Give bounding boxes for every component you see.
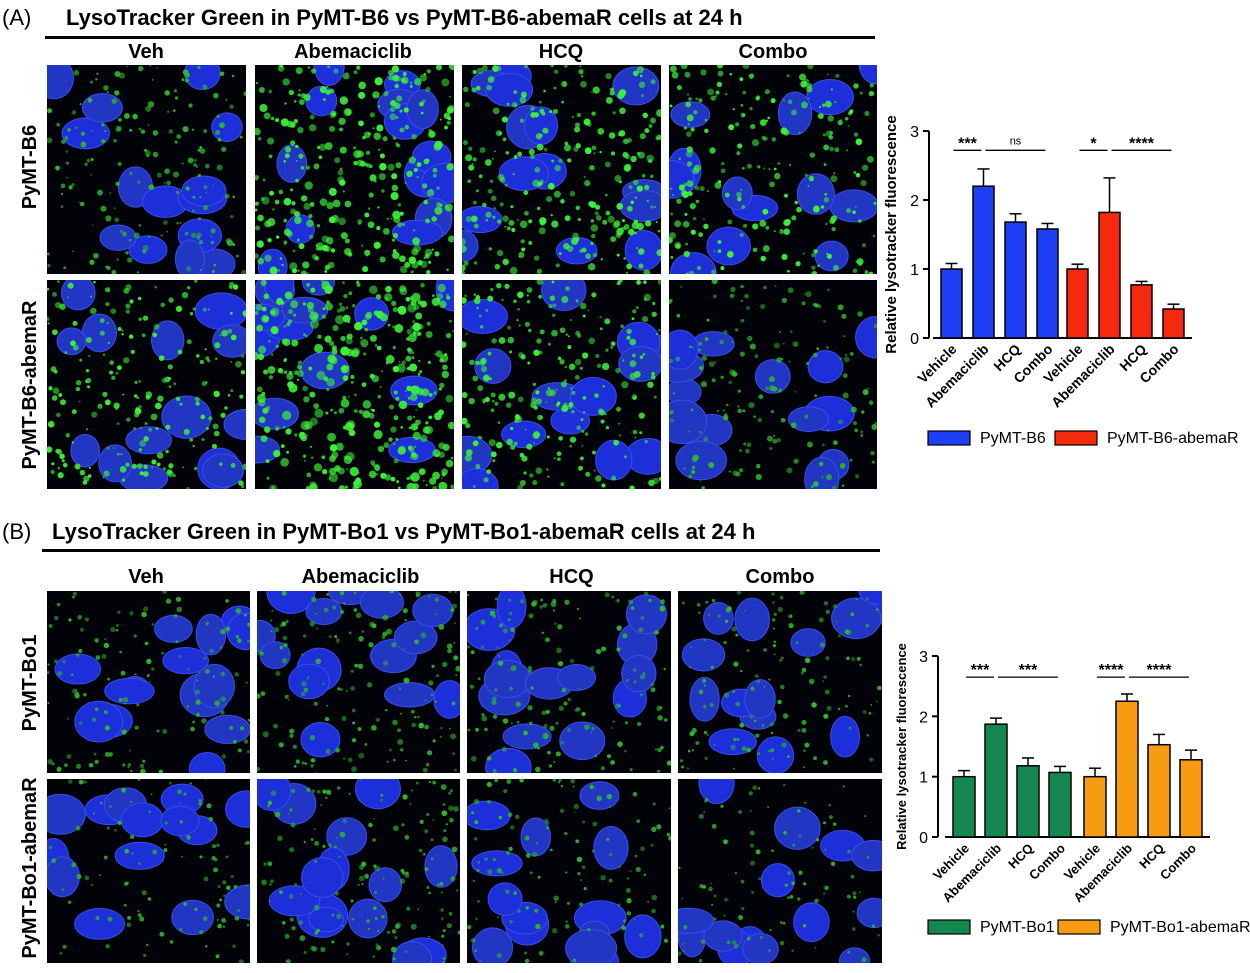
- micrograph-a-b6-veh: [47, 65, 246, 274]
- y-axis-label: Relative lysotracker fluorescence: [894, 643, 909, 850]
- bar: [1004, 221, 1027, 339]
- x-tick-label: Combo: [1157, 840, 1199, 882]
- panel-a-col-abemaciclib: Abemaciclib: [294, 41, 412, 63]
- legend-label: PyMT-B6-abemaR: [1107, 430, 1239, 447]
- panel-b-col-combo: Combo: [745, 566, 815, 588]
- significance-label: ***: [971, 662, 990, 679]
- micrograph-a-abemar-combo: [669, 280, 877, 489]
- bar: [1147, 743, 1171, 838]
- bar: [1036, 228, 1059, 339]
- panel-b-row-pymt-bo1: PyMT-Bo1: [19, 634, 41, 732]
- legend-label: PyMT-Bo1-abemaR: [1110, 919, 1250, 936]
- chart-b: 0 1 2 3 Relative lysotracker fluorescence Veh…: [890, 628, 1250, 963]
- micrograph-a-abemar-abemaciclib: [255, 280, 454, 489]
- y-tick-label: 1: [919, 770, 928, 787]
- panel-a-row-pymt-b6: PyMT-B6: [19, 124, 41, 210]
- significance-label: ****: [1129, 135, 1155, 152]
- bar: [1083, 775, 1107, 838]
- panel-b-label: (B): [2, 519, 32, 544]
- significance-label: ****: [1099, 662, 1125, 679]
- panel-a-col-hcq: HCQ: [538, 41, 584, 63]
- legend-label: PyMT-Bo1: [980, 919, 1055, 936]
- panel-a-label: (A): [2, 5, 32, 30]
- bar: [984, 723, 1008, 838]
- bar: [1016, 765, 1040, 838]
- legend-swatch: [1057, 919, 1101, 935]
- panel-b-row-pymt-bo1-abemar: PyMT-Bo1-abemaR: [19, 777, 41, 959]
- bar: [1098, 211, 1121, 339]
- y-tick-label: 0: [910, 331, 919, 348]
- panel-b-title: LysoTracker Green in PyMT-Bo1 vs PyMT-Bo…: [52, 519, 756, 544]
- micrograph-b-abemar-hcq: [467, 779, 671, 963]
- y-axis-label: Relative lysotracker fluorescence: [883, 115, 900, 353]
- y-tick-label: 0: [919, 830, 928, 847]
- panel-b-col-hcq: HCQ: [549, 566, 594, 588]
- significance-label: ****: [1147, 662, 1173, 679]
- panel-a-title-rule: [45, 36, 875, 39]
- y-tick-label: 3: [919, 649, 928, 666]
- bar: [1162, 308, 1185, 339]
- panel-b-title-rule: [42, 549, 880, 552]
- micrograph-b-abemar-veh: [47, 779, 250, 963]
- bar: [1066, 268, 1089, 339]
- chart-a: 0 1 2 3 Relative lysotracker fluorescence Veh…: [880, 95, 1240, 465]
- micrograph-b-bo1-combo: [678, 591, 882, 773]
- significance-label: *: [1090, 135, 1097, 152]
- micrograph-a-b6-combo: [669, 65, 877, 274]
- legend-swatch: [927, 430, 971, 446]
- bar: [940, 268, 963, 339]
- micrograph-b-bo1-abemaciclib: [257, 591, 460, 773]
- legend-swatch: [927, 919, 971, 935]
- panel-b-col-abemaciclib: Abemaciclib: [301, 566, 420, 588]
- micrograph-a-b6-hcq: [462, 65, 661, 274]
- micrograph-b-bo1-hcq: [467, 591, 671, 773]
- panel-a-col-veh: Veh: [128, 41, 164, 63]
- panel-a-col-combo: Combo: [738, 41, 808, 63]
- micrograph-a-abemar-veh: [47, 280, 246, 489]
- significance-label: ***: [1019, 662, 1038, 679]
- bar: [1048, 771, 1072, 838]
- y-tick-label: 3: [910, 124, 919, 141]
- micrograph-b-abemar-combo: [678, 779, 882, 963]
- micrograph-a-b6-abemaciclib: [255, 65, 454, 274]
- significance-label: ***: [958, 135, 977, 152]
- panel-b-col-veh: Veh: [128, 566, 164, 588]
- y-tick-label: 1: [910, 262, 919, 279]
- bar: [952, 775, 976, 838]
- y-tick-label: 2: [910, 193, 919, 210]
- significance-label: ns: [1010, 135, 1022, 147]
- bar: [1179, 759, 1203, 838]
- bar: [1130, 284, 1153, 339]
- y-tick-label: 2: [919, 709, 928, 726]
- panel-a-title: LysoTracker Green in PyMT-B6 vs PyMT-B6-…: [66, 5, 743, 30]
- legend-label: PyMT-B6: [980, 430, 1046, 447]
- micrograph-a-abemar-hcq: [462, 280, 661, 489]
- micrograph-b-bo1-veh: [47, 591, 250, 773]
- bar: [1115, 700, 1139, 838]
- legend-swatch: [1054, 430, 1098, 446]
- panel-a-row-pymt-b6-abemar: PyMT-B6-abemaR: [19, 300, 41, 470]
- micrograph-b-abemar-abemaciclib: [257, 779, 460, 963]
- bar: [972, 185, 995, 339]
- x-tick-label: Combo: [1026, 840, 1068, 882]
